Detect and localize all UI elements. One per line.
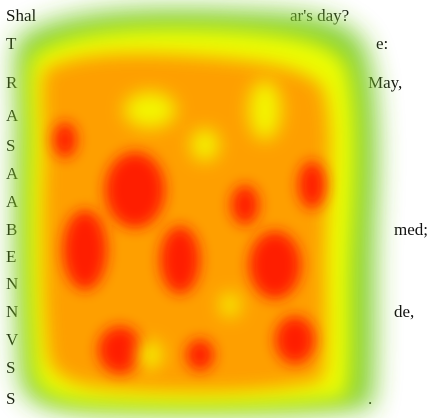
- heat-spot: [249, 231, 301, 299]
- poem-line: E: [6, 245, 442, 269]
- poem-line-start: N: [6, 274, 19, 293]
- heat-pocket: [138, 341, 162, 369]
- poem-line: T e:: [6, 32, 442, 56]
- heat-spot: [160, 226, 200, 294]
- poem-line-start: Shal: [6, 6, 37, 25]
- poem-line-end: med;: [394, 220, 428, 239]
- poem-line-end: de,: [394, 302, 415, 321]
- heat-spot: [105, 152, 165, 228]
- poem-line: N de,: [6, 300, 442, 324]
- heat-spot: [298, 161, 326, 209]
- heat-spot: [63, 210, 107, 290]
- poem-line-start: S: [6, 389, 16, 408]
- heat-spot: [186, 339, 214, 371]
- heat-spot: [53, 122, 77, 158]
- poem-line: R May,: [6, 71, 442, 95]
- poem-line-end: May,: [368, 73, 403, 92]
- poem-line-start: A: [6, 106, 19, 125]
- heat-region-high: [42, 53, 330, 392]
- poem-line-start: R: [6, 73, 18, 92]
- poem-line-start: T: [6, 34, 17, 53]
- poem-line: B med;: [6, 218, 442, 242]
- heat-spot: [231, 185, 259, 225]
- heat-pocket: [249, 80, 281, 140]
- poem-line-start: B: [6, 220, 18, 239]
- poem-line-start: S: [6, 358, 16, 377]
- heat-pocket: [191, 129, 219, 161]
- heat-spot: [275, 316, 315, 364]
- poem-line-start: V: [6, 330, 19, 349]
- poem-line-start: E: [6, 247, 17, 266]
- poem-line: S: [6, 356, 442, 380]
- poem-line: N: [6, 272, 442, 296]
- poem-line: S: [6, 134, 442, 158]
- poem-line-start: N: [6, 302, 19, 321]
- heat-layer-peak: [53, 122, 326, 374]
- poem-line: A: [6, 104, 442, 128]
- poem-line: V: [6, 328, 442, 352]
- poem-line-end: e:: [376, 34, 389, 53]
- poem-line-start: S: [6, 136, 16, 155]
- heat-pocket: [124, 92, 176, 128]
- heat-layer-high: [42, 53, 330, 392]
- heat-spot: [98, 326, 142, 374]
- heat-layer-pockets: [124, 80, 281, 369]
- heat-pocket: [220, 293, 240, 317]
